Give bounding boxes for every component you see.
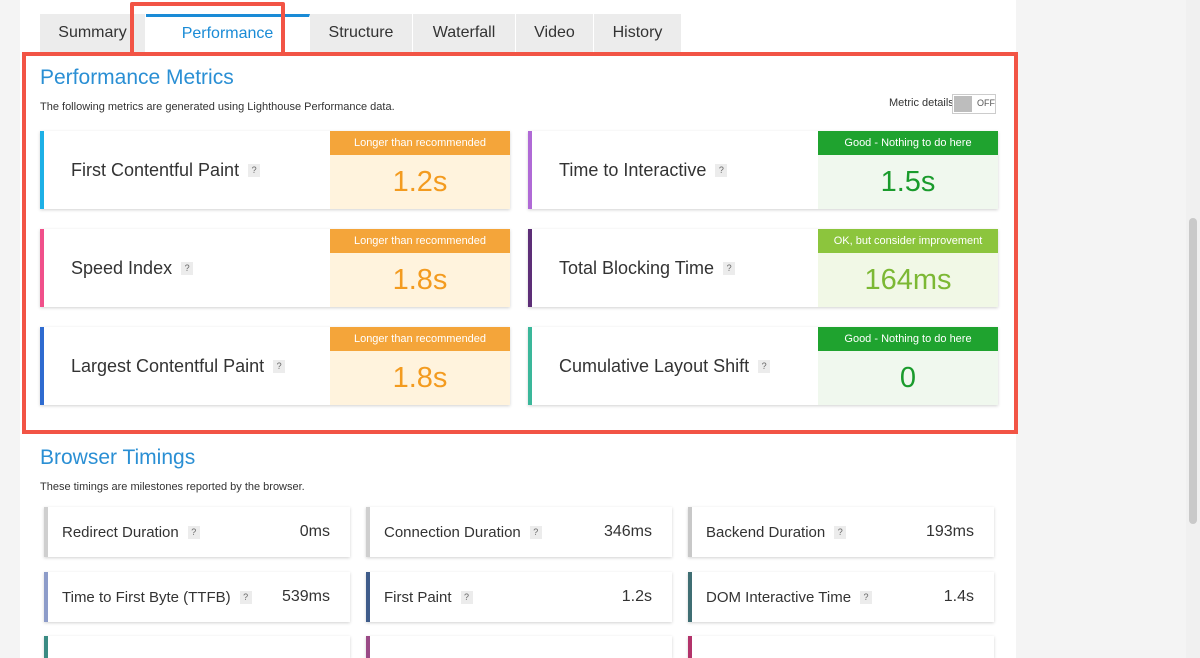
metric-value: 1.8s: [330, 253, 510, 307]
metric-status: Longer than recommended: [330, 327, 510, 351]
help-icon[interactable]: ?: [723, 261, 736, 275]
timing-name: Time to First Byte (TTFB): [62, 588, 231, 606]
help-icon[interactable]: ?: [860, 590, 873, 604]
metric-value: 1.5s: [818, 155, 998, 209]
metric-status: OK, but consider improvement: [818, 229, 998, 253]
metric-accent: [528, 229, 532, 307]
timing-name: Connection Duration: [384, 523, 521, 541]
help-icon[interactable]: ?: [715, 163, 728, 177]
timing-card-partial: [44, 636, 350, 658]
help-icon[interactable]: ?: [834, 525, 847, 539]
performance-metrics-highlight: [22, 52, 1018, 434]
timing-accent: [366, 507, 370, 557]
metric-value: 1.2s: [330, 155, 510, 209]
tab-summary[interactable]: Summary: [40, 14, 146, 52]
timing-name: Backend Duration: [706, 523, 826, 541]
timing-value: 1.2s: [621, 588, 652, 605]
timing-card-first-paint: First Paint? 1.2s: [366, 572, 672, 622]
metric-accent: [40, 327, 44, 405]
toggle-state: OFF: [977, 98, 995, 108]
metric-value: 1.8s: [330, 351, 510, 405]
metric-value: 0: [818, 351, 998, 405]
timing-accent: [688, 636, 692, 658]
metric-score: OK, but consider improvement 164ms: [818, 229, 998, 307]
metric-accent: [528, 131, 532, 209]
timing-accent: [688, 507, 692, 557]
timing-card-redirect-duration: Redirect Duration? 0ms: [44, 507, 350, 557]
timing-name: DOM Interactive Time: [706, 588, 852, 606]
timing-accent: [44, 507, 48, 557]
metric-details-label: Metric details: [889, 97, 954, 109]
performance-tab-highlight: [130, 2, 285, 56]
help-icon[interactable]: ?: [248, 163, 261, 177]
metric-value: 164ms: [818, 253, 998, 307]
metric-name: Speed Index: [71, 257, 173, 278]
help-icon[interactable]: ?: [529, 525, 542, 539]
timing-value: 1.4s: [943, 588, 974, 605]
metric-score: Longer than recommended 1.2s: [330, 131, 510, 209]
timing-name: First Paint: [384, 588, 452, 606]
timing-accent: [44, 636, 48, 658]
metric-accent: [40, 131, 44, 209]
tab-waterfall[interactable]: Waterfall: [413, 14, 516, 52]
metric-card-time-to-interactive: Time to Interactive? Good - Nothing to d…: [528, 131, 998, 209]
help-icon[interactable]: ?: [758, 359, 771, 373]
tab-video[interactable]: Video: [516, 14, 594, 52]
timing-card-connection-duration: Connection Duration? 346ms: [366, 507, 672, 557]
timing-accent: [366, 572, 370, 622]
timing-name: Redirect Duration: [62, 523, 179, 541]
metric-status: Good - Nothing to do here: [818, 327, 998, 351]
metric-status: Longer than recommended: [330, 229, 510, 253]
timing-value: 539ms: [281, 588, 330, 605]
tab-history[interactable]: History: [594, 14, 682, 52]
timing-card-time-to-first-byte: Time to First Byte (TTFB)? 539ms: [44, 572, 350, 622]
help-icon[interactable]: ?: [273, 359, 286, 373]
timing-card-dom-interactive-time: DOM Interactive Time? 1.4s: [688, 572, 994, 622]
timing-card-partial: [688, 636, 994, 658]
page-scrollbar[interactable]: [1186, 0, 1200, 658]
timing-card-backend-duration: Backend Duration? 193ms: [688, 507, 994, 557]
timing-accent: [44, 572, 48, 622]
timing-value: 193ms: [925, 523, 974, 540]
timing-accent: [688, 572, 692, 622]
metric-name: Total Blocking Time: [559, 257, 715, 278]
metric-accent: [40, 229, 44, 307]
toggle-knob: [954, 96, 972, 112]
help-icon[interactable]: ?: [181, 261, 194, 275]
browser-timings-description: These timings are milestones reported by…: [40, 481, 305, 493]
timing-accent: [366, 636, 370, 658]
metric-score: Longer than recommended 1.8s: [330, 327, 510, 405]
metric-card-first-contentful-paint: First Contentful Paint? Longer than reco…: [40, 131, 510, 209]
timing-value: 0ms: [299, 523, 330, 540]
timing-value: 346ms: [603, 523, 652, 540]
metric-status: Good - Nothing to do here: [818, 131, 998, 155]
metric-card-speed-index: Speed Index? Longer than recommended 1.8…: [40, 229, 510, 307]
browser-timings-title: Browser Timings: [40, 446, 196, 469]
metric-card-total-blocking-time: Total Blocking Time? OK, but consider im…: [528, 229, 998, 307]
metric-name: Largest Contentful Paint: [71, 355, 265, 376]
timing-card-partial: [366, 636, 672, 658]
metric-card-largest-contentful-paint: Largest Contentful Paint? Longer than re…: [40, 327, 510, 405]
scrollbar-thumb[interactable]: [1189, 218, 1197, 524]
performance-metrics-title: Performance Metrics: [40, 66, 234, 89]
metric-name: Time to Interactive: [559, 159, 707, 180]
metric-card-cumulative-layout-shift: Cumulative Layout Shift? Good - Nothing …: [528, 327, 998, 405]
metric-name: First Contentful Paint: [71, 159, 240, 180]
tab-structure[interactable]: Structure: [310, 14, 413, 52]
metric-accent: [528, 327, 532, 405]
metric-score: Good - Nothing to do here 0: [818, 327, 998, 405]
metric-score: Longer than recommended 1.8s: [330, 229, 510, 307]
performance-metrics-description: The following metrics are generated usin…: [40, 101, 395, 113]
metric-name: Cumulative Layout Shift: [559, 355, 750, 376]
help-icon[interactable]: ?: [460, 590, 473, 604]
metric-score: Good - Nothing to do here 1.5s: [818, 131, 998, 209]
metric-details-toggle[interactable]: OFF: [952, 94, 996, 114]
help-icon[interactable]: ?: [239, 590, 252, 604]
help-icon[interactable]: ?: [187, 525, 200, 539]
metric-status: Longer than recommended: [330, 131, 510, 155]
